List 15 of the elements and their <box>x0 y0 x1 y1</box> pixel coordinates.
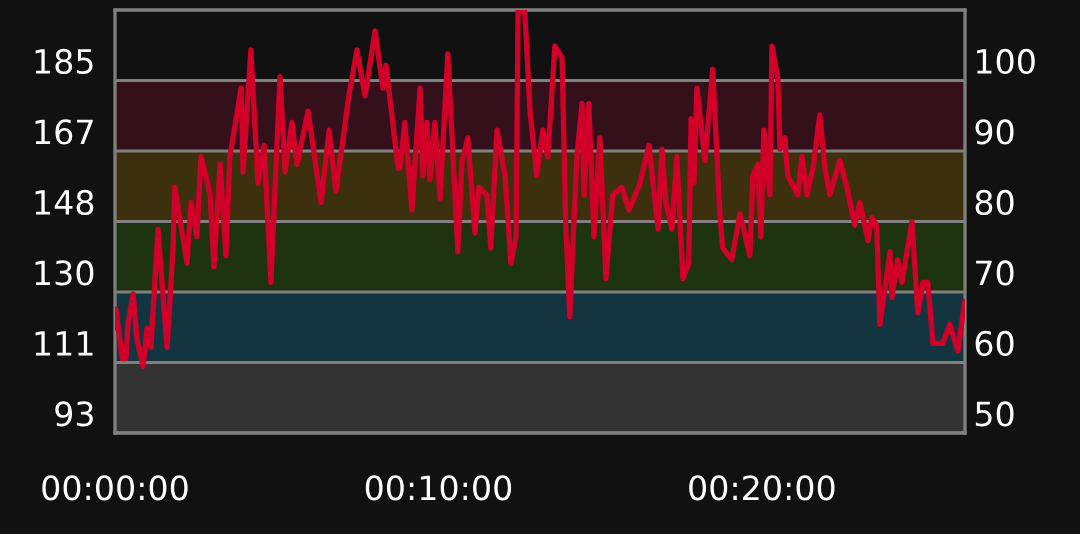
y-tick-label: 111 <box>35 331 93 356</box>
y-tick-label: 167 <box>35 119 93 145</box>
y2-tick-label: 60 <box>975 330 1014 357</box>
y2-tick-label: 50 <box>975 401 1014 427</box>
x-tick-label: 00:00:00 <box>42 475 188 501</box>
y-tick-label: 93 <box>55 401 93 427</box>
y-tick-label: 185 <box>35 48 93 75</box>
y2-tick-label: 100 <box>976 48 1035 75</box>
x-tick-label: 00:10:00 <box>365 475 512 501</box>
y-tick-label: 148 <box>35 189 94 216</box>
y-tick-label: 130 <box>35 260 94 286</box>
x-tick-label: 00:20:00 <box>689 475 835 501</box>
y2-tick-label: 90 <box>975 119 1014 145</box>
y2-tick-label: 70 <box>976 260 1014 286</box>
y2-tick-label: 80 <box>975 189 1014 216</box>
